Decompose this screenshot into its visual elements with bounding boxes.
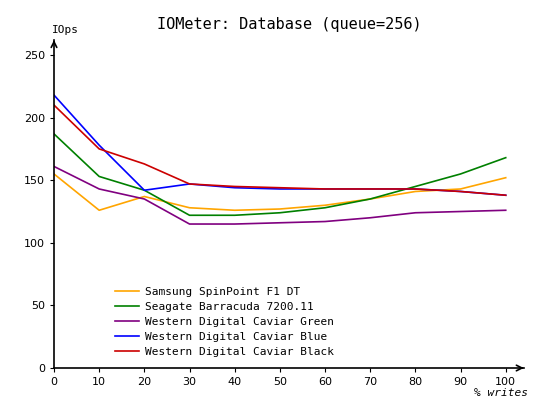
Title: IOMeter: Database (queue=256): IOMeter: Database (queue=256) bbox=[157, 17, 421, 32]
Legend: Samsung SpinPoint F1 DT, Seagate Barracuda 7200.11, Western Digital Caviar Green: Samsung SpinPoint F1 DT, Seagate Barracu… bbox=[110, 282, 338, 362]
Text: IOps: IOps bbox=[52, 25, 79, 35]
Text: % writes: % writes bbox=[474, 388, 528, 398]
